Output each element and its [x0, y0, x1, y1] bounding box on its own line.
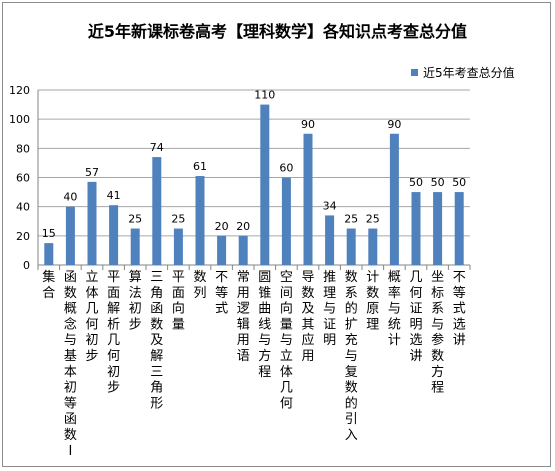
bar [325, 215, 335, 265]
bar [109, 205, 119, 265]
bar [281, 177, 291, 265]
x-tick-label: 平面解析几何初步 [107, 270, 120, 396]
x-tick-label: 函数概念与基本初等函数 Ⅰ [64, 270, 77, 459]
data-label: 90 [387, 118, 401, 131]
y-tick-label: 20 [16, 230, 30, 243]
y-tick-label: 0 [23, 259, 30, 272]
bar [454, 192, 464, 265]
data-label: 20 [215, 220, 229, 233]
bar [217, 235, 227, 265]
x-tick-label: 数系的扩充与复数的引入 [345, 270, 358, 443]
bar [411, 192, 421, 265]
x-tick-label: 空间向量与立体几何 [280, 270, 293, 411]
bar [130, 228, 140, 265]
data-label: 90 [301, 118, 315, 131]
y-tick-label: 60 [16, 172, 30, 185]
data-label: 25 [128, 213, 142, 226]
y-tick-label: 40 [16, 201, 30, 214]
data-label: 25 [344, 213, 358, 226]
bar [44, 243, 54, 265]
x-tick-label: 平面向量 [172, 270, 185, 332]
data-label: 40 [63, 191, 77, 204]
x-tick-label: 不等式 [215, 270, 228, 317]
bar [173, 228, 183, 265]
data-label: 50 [409, 176, 423, 189]
data-label: 25 [366, 213, 380, 226]
data-label: 50 [431, 176, 445, 189]
legend-swatch [411, 69, 418, 76]
x-tick-label: 不等式选讲 [453, 270, 466, 348]
x-tick-label: 算法初步 [129, 270, 142, 332]
x-tick-label: 集合 [42, 269, 55, 301]
x-tick-label: 坐标系与参数方程 [431, 270, 444, 396]
bar [195, 176, 205, 265]
data-label: 50 [452, 176, 466, 189]
chart-title: 近5年新课标卷高考【理科数学】各知识点考查总分值 [87, 22, 468, 41]
data-label: 60 [279, 162, 293, 175]
x-tick-label: 常用逻辑用语 [237, 270, 250, 364]
y-tick-label: 80 [16, 142, 30, 155]
x-tick-label: 几何证明选讲 [409, 270, 422, 364]
y-tick-label: 120 [9, 84, 30, 97]
x-tick-label: 数列 [193, 270, 206, 301]
bar [87, 181, 97, 265]
bar [368, 228, 378, 265]
x-tick-label: 导数及其应用 [301, 270, 314, 364]
bar [65, 206, 75, 265]
legend-label: 近5年考查总分值 [423, 66, 515, 80]
x-tick-label: 概率与统计 [388, 270, 401, 348]
data-label: 34 [323, 199, 337, 212]
y-tick-label: 100 [9, 113, 30, 126]
bar [433, 192, 443, 265]
data-label: 110 [254, 89, 275, 102]
data-label: 41 [107, 189, 121, 202]
bar [238, 235, 248, 265]
data-label: 15 [42, 227, 56, 240]
x-tick-label: 立体几何初步 [85, 270, 98, 364]
x-tick-label: 三角函数及解三角形 [150, 270, 163, 411]
data-label: 20 [236, 220, 250, 233]
bar [303, 133, 313, 265]
data-label: 25 [171, 213, 185, 226]
legend: 近5年考查总分值 [411, 64, 515, 81]
bar [346, 228, 356, 265]
x-tick-label: 计数原理 [366, 270, 379, 332]
data-label: 57 [85, 166, 99, 179]
bar [389, 133, 399, 265]
x-tick-label: 圆锥曲线与方程 [258, 270, 271, 380]
bar [260, 104, 270, 265]
data-label: 61 [193, 160, 207, 173]
data-label: 74 [150, 141, 164, 154]
bar [152, 157, 162, 265]
x-tick-label: 推理与证明 [323, 270, 336, 348]
